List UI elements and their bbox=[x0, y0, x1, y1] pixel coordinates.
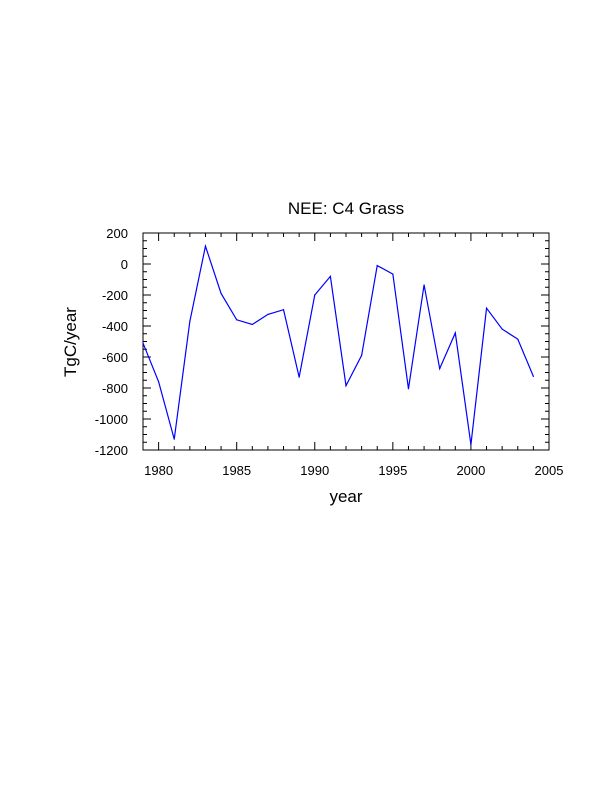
y-tick-label: -200 bbox=[102, 288, 128, 303]
y-tick-label: -800 bbox=[102, 381, 128, 396]
y-tick-label: -1000 bbox=[95, 412, 128, 427]
data-point bbox=[204, 245, 207, 247]
data-point bbox=[470, 443, 472, 446]
data-point bbox=[298, 376, 300, 378]
x-tick-label: 1980 bbox=[144, 463, 173, 478]
data-point bbox=[220, 292, 222, 295]
x-tick-label: 2000 bbox=[456, 463, 485, 478]
data-point bbox=[189, 320, 191, 322]
data-point bbox=[314, 294, 316, 296]
data-point bbox=[501, 328, 503, 330]
x-tick-label: 1990 bbox=[300, 463, 329, 478]
x-tick-label: 2005 bbox=[535, 463, 564, 478]
data-point bbox=[236, 319, 238, 321]
y-tick-label: 200 bbox=[106, 226, 128, 241]
data-point bbox=[454, 332, 456, 334]
chart-title: NEE: C4 Grass bbox=[288, 199, 404, 218]
data-point bbox=[517, 338, 519, 340]
data-point bbox=[407, 388, 410, 390]
data-point bbox=[361, 354, 363, 357]
y-tick-label: -400 bbox=[102, 319, 128, 334]
y-tick-label: -600 bbox=[102, 350, 128, 365]
data-point bbox=[532, 375, 534, 377]
y-tick-labels: 200 0 -200 -400 -600 -800 -1000 -1200 bbox=[95, 226, 128, 458]
y-axis-title: TgC/year bbox=[61, 307, 80, 377]
data-point bbox=[376, 264, 378, 267]
data-point bbox=[158, 381, 160, 383]
data-point bbox=[345, 385, 347, 387]
plot-area bbox=[142, 232, 550, 451]
x-tick-labels: 1980 1985 1990 1995 2000 2005 bbox=[144, 463, 563, 478]
data-point bbox=[329, 275, 331, 277]
data-point bbox=[282, 309, 285, 311]
major-ticks bbox=[143, 232, 550, 451]
series-line bbox=[142, 243, 534, 445]
data-point bbox=[485, 307, 488, 309]
data-point bbox=[439, 368, 441, 370]
y-tick-label: -1200 bbox=[95, 443, 128, 458]
y-tick-label: 0 bbox=[121, 257, 128, 272]
data-point bbox=[251, 323, 253, 326]
x-axis-title: year bbox=[329, 487, 362, 506]
series-layer bbox=[142, 243, 534, 446]
plot-frame bbox=[142, 232, 550, 451]
data-point bbox=[392, 273, 394, 275]
data-point bbox=[267, 313, 269, 315]
data-point bbox=[142, 342, 144, 344]
data-point bbox=[423, 284, 425, 286]
minor-ticks bbox=[142, 233, 549, 450]
data-point bbox=[173, 438, 175, 440]
x-tick-label: 1995 bbox=[378, 463, 407, 478]
x-tick-label: 1985 bbox=[222, 463, 251, 478]
